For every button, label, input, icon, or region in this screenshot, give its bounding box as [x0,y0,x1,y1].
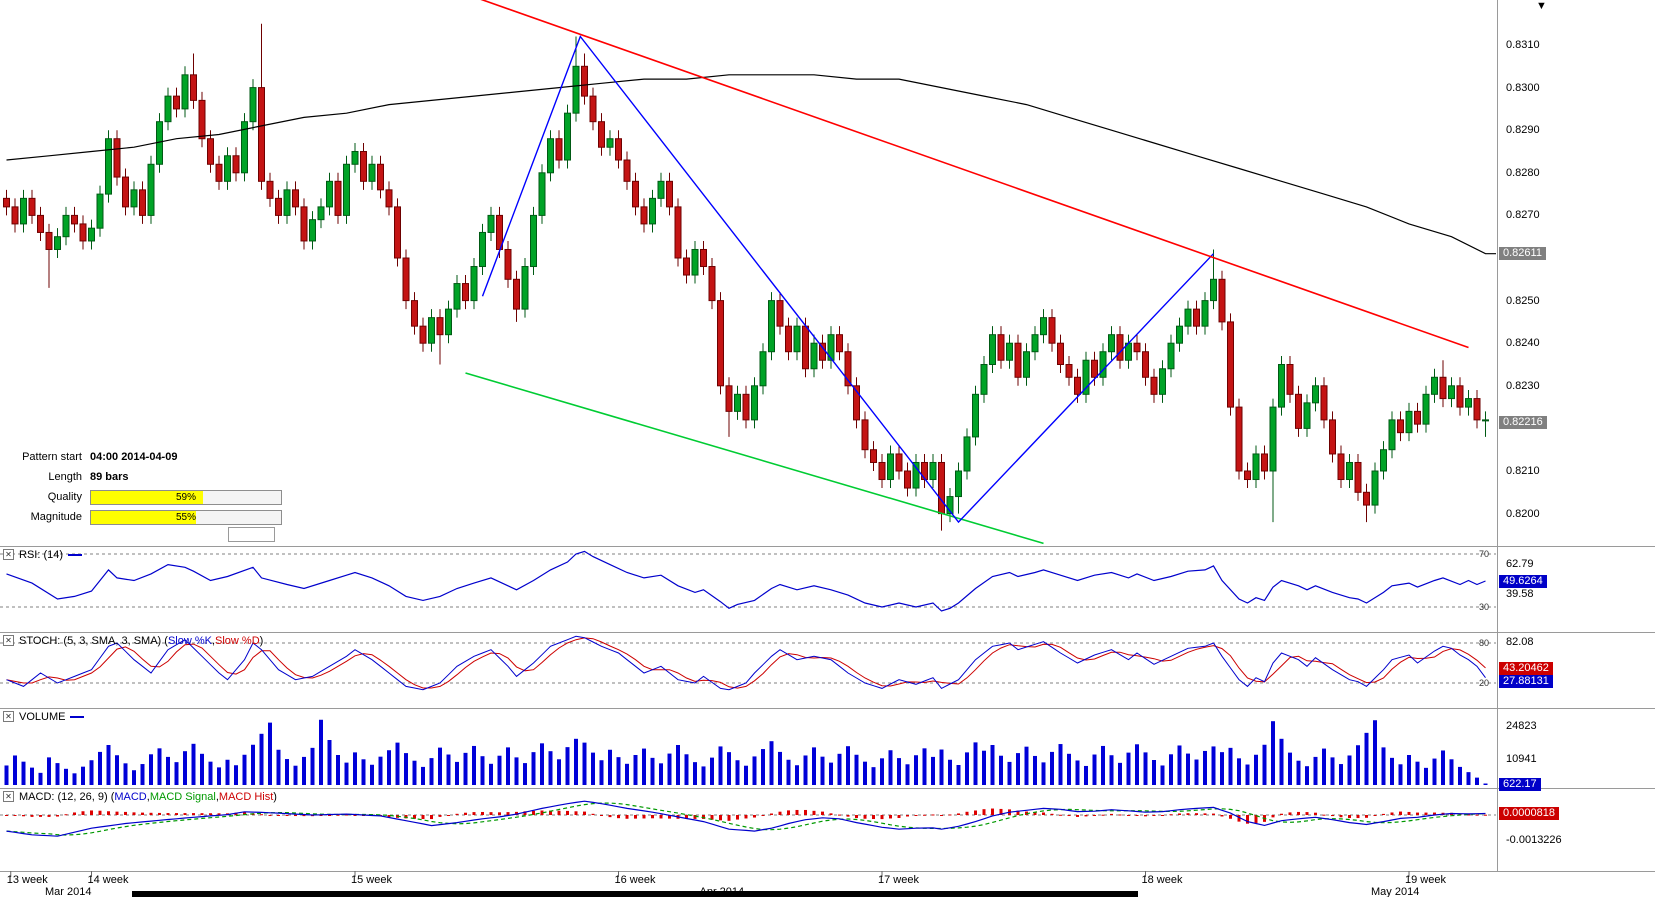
macd-panel-header: ✕ MACD: (12, 26, 9) ( MACD , MACD Signal… [3,790,277,803]
macd-value-tag: 0.0000818 [1499,807,1559,821]
stoch-title-suffix: ) [259,634,264,647]
price-axis-label: 0.8200 [1506,507,1540,520]
week-label: 17 week [878,874,919,886]
stoch-level-label: 80 [1479,638,1490,648]
resistance-trendline[interactable] [466,0,1469,349]
pattern-length-value: 89 bars [90,471,129,483]
quality-meter-text: 59% [175,491,196,503]
price-axis-label: 0.8240 [1506,337,1540,350]
macd-line [6,800,1486,837]
month-label: Mar 2014 [45,886,92,897]
support-trendline[interactable] [465,372,1044,545]
volume-scale-label: 24823 [1506,719,1537,732]
pattern-start-row: Pattern start 04:00 2014-04-09 [6,447,282,467]
macd-checkbox-icon[interactable]: ✕ [3,791,14,802]
volume-histogram [4,719,1488,785]
pattern-info-panel: Pattern start 04:00 2014-04-09 Length 89… [6,447,282,542]
stoch-level-label: 20 [1479,678,1490,689]
macd-signal-line [6,802,1486,836]
volume-checkbox-icon[interactable]: ✕ [3,711,14,722]
time-ticks [10,871,1410,877]
rsi-level-label: 70 [1479,549,1490,559]
volume-panel-header: ✕ VOLUME [3,710,85,723]
rsi-value-tag: 49.6264 [1499,574,1547,588]
stoch-title-prefix: STOCH: (5, 3, SMA, 3, SMA) ( [19,634,168,647]
month-label: May 2014 [1371,886,1420,897]
month-label: Apr 2014 [699,886,745,897]
week-label: 16 week [614,874,656,886]
macd-title-suffix: ) [273,790,277,803]
stoch-d-line [6,637,1486,689]
price-axis-label: 0.8310 [1506,39,1540,51]
stoch-checkbox-icon[interactable]: ✕ [3,635,14,646]
pattern-zigzag-line[interactable] [481,35,1215,524]
candlesticks-layer [3,23,1489,531]
macd-title-sep1: , [146,790,150,803]
rsi-line [6,550,1486,612]
bottom-scrollbar[interactable] [132,891,1138,897]
pattern-length-label: Length [48,471,82,483]
rsi-scale-label: 62.79 [1506,557,1534,570]
rsi-title: RSI: (14) [19,548,64,561]
stoch-scale-label: 82.08 [1506,635,1534,648]
quality-meter: 59% [90,489,282,505]
price-axis-label: 0.8280 [1506,166,1540,179]
macd-histogram [5,808,1487,824]
stoch-value-tag: 27.88131 [1499,674,1553,688]
ma-price-tag: 0.82611 [1499,247,1546,261]
macd-line-label: MACD [114,790,147,803]
week-label: 19 week [1405,874,1446,886]
rsi-checkbox-icon[interactable]: ✕ [3,549,14,560]
magnitude-meter: 55% [90,509,282,525]
magnitude-row: Magnitude 55% [6,507,282,527]
week-label: 14 week [87,874,129,886]
pattern-length-row: Length 89 bars [6,467,282,487]
stoch-panel-header: ✕ STOCH: (5, 3, SMA, 3, SMA) ( Slow %K ,… [3,634,263,647]
volume-value-tag: 622.17 [1499,777,1541,791]
macd-signal-label: MACD Signal [149,790,216,803]
price-axis-label: 0.8210 [1506,465,1540,477]
magnitude-meter-text: 55% [175,511,196,523]
quality-row: Quality 59% [6,487,282,507]
macd-title-prefix: MACD: (12, 26, 9) ( [19,790,115,803]
magnitude-label: Magnitude [30,511,82,523]
stoch-d-label: Slow %D [215,634,260,647]
pattern-start-value: 04:00 2014-04-09 [90,451,178,463]
quality-label: Quality [47,491,82,503]
stoch-k-label: Slow %K [167,634,212,647]
stoch-value-tag: 43.20462 [1499,661,1553,675]
week-label: 13 week [6,874,48,886]
price-axis-label: 0.8290 [1506,124,1540,137]
rsi-panel-header: ✕ RSI: (14) [3,548,83,561]
macd-title-sep2: , [215,790,219,803]
current-price-tag: 0.82216 [1499,415,1547,429]
price-axis-label: 0.8250 [1506,294,1540,307]
mini-box [228,527,275,542]
volume-line-sample-icon [70,715,85,718]
price-axis-label: 0.8300 [1506,81,1540,94]
quality-meter-fill [91,490,204,504]
price-axis-label: 0.8230 [1506,379,1540,392]
stoch-title-sep: , [211,634,216,647]
macd-hist-label: MACD Hist [218,790,274,803]
pattern-start-label: Pattern start [22,451,82,463]
stoch-k-line [6,635,1486,691]
moving-average-line [6,74,1496,255]
week-label: 18 week [1141,874,1183,886]
volume-title: VOLUME [19,710,66,723]
magnitude-meter-fill [91,510,196,524]
price-axis-label: 0.8270 [1506,209,1540,222]
rsi-line-sample-icon [68,553,83,556]
volume-scale-label: 10941 [1506,752,1537,765]
panel-dividers [0,0,1655,872]
rsi-level-label: 30 [1479,602,1490,612]
macd-scale-label: -0.0013226 [1506,833,1562,846]
rsi-scale-label: 39.58 [1506,588,1534,601]
week-label: 15 week [351,874,392,886]
dropdown-arrow-icon[interactable]: ▼ [1536,0,1547,12]
